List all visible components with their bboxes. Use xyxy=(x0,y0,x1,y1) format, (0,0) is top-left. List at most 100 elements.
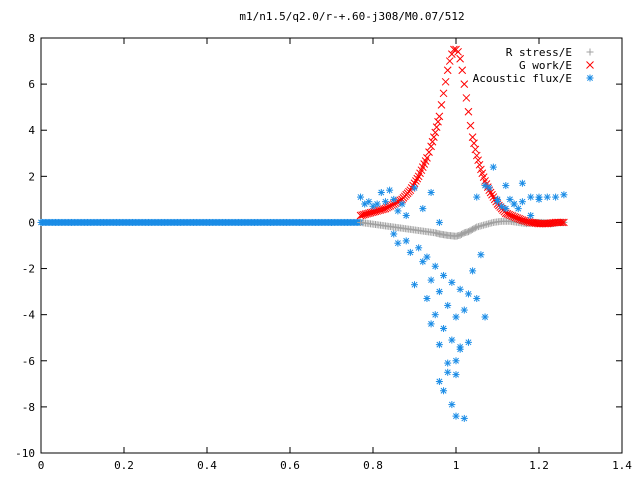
data-point xyxy=(464,338,472,346)
data-point xyxy=(481,182,489,190)
data-point xyxy=(411,184,418,192)
data-point xyxy=(431,128,440,137)
data-point xyxy=(510,200,518,208)
data-point xyxy=(471,224,479,232)
series-layer xyxy=(37,45,568,422)
data-point xyxy=(456,285,464,293)
data-point xyxy=(452,412,460,420)
data-point xyxy=(427,142,435,151)
data-point xyxy=(452,313,460,321)
x-tick-label: 0.6 xyxy=(280,459,300,472)
data-point xyxy=(435,288,443,296)
data-point xyxy=(386,186,394,194)
data-point xyxy=(456,54,465,63)
data-point xyxy=(498,202,506,210)
data-point xyxy=(445,57,454,65)
data-point xyxy=(469,267,477,275)
data-point xyxy=(560,218,568,227)
data-point xyxy=(502,205,510,213)
data-point xyxy=(448,401,456,409)
data-point xyxy=(471,145,480,154)
data-point xyxy=(464,107,473,116)
data-point xyxy=(543,193,551,201)
data-point xyxy=(456,343,464,351)
data-point xyxy=(444,368,452,376)
legend-label: G work/E xyxy=(519,59,572,72)
data-point xyxy=(357,193,365,201)
y-tick-label: 0 xyxy=(28,216,35,229)
data-point xyxy=(406,248,414,256)
data-point xyxy=(425,148,433,156)
data-point xyxy=(527,193,535,201)
data-point xyxy=(473,193,481,201)
data-point xyxy=(452,357,460,365)
data-point xyxy=(427,188,435,196)
legend-marker xyxy=(586,74,594,82)
data-point xyxy=(502,182,510,190)
data-point xyxy=(506,195,514,203)
legend-label: R stress/E xyxy=(506,46,572,59)
legend-label: Acoustic flux/E xyxy=(473,72,572,85)
data-point xyxy=(431,311,439,319)
series-2 xyxy=(357,163,568,422)
data-point xyxy=(435,378,443,386)
data-point xyxy=(412,177,420,185)
data-point xyxy=(377,188,385,196)
data-point xyxy=(423,154,431,162)
data-point xyxy=(474,156,482,165)
data-point xyxy=(475,160,484,169)
data-point xyxy=(556,218,565,227)
x-tick-label: 0 xyxy=(38,459,45,472)
data-point xyxy=(485,184,493,192)
data-point xyxy=(460,414,468,422)
data-point xyxy=(402,237,410,245)
y-tick-label: -8 xyxy=(22,401,35,414)
x-axis: 0 0.2 0.4 0.6 0.8 1 1.2 1.4 xyxy=(38,38,632,472)
data-point xyxy=(460,80,469,88)
y-axis: -10 -8 -6 -4 -2 0 2 4 6 8 xyxy=(15,32,622,460)
data-point xyxy=(470,139,478,148)
data-point xyxy=(450,45,458,54)
data-point xyxy=(444,301,452,309)
data-point xyxy=(466,121,475,130)
data-point xyxy=(440,325,448,332)
data-point xyxy=(423,295,431,303)
data-point xyxy=(435,341,443,349)
data-point xyxy=(464,290,472,298)
data-point xyxy=(552,193,560,201)
data-point xyxy=(477,251,485,259)
x-tick-label: 0.4 xyxy=(197,459,217,472)
data-point xyxy=(402,212,410,220)
data-point xyxy=(413,174,422,183)
y-tick-label: 4 xyxy=(28,124,35,137)
y-tick-label: 8 xyxy=(28,32,35,45)
data-point xyxy=(428,137,437,146)
data-point xyxy=(419,205,427,213)
data-point xyxy=(462,94,471,102)
data-point xyxy=(440,387,448,395)
data-point xyxy=(460,306,468,314)
data-point xyxy=(415,244,423,252)
data-point xyxy=(390,230,398,238)
data-point xyxy=(444,359,452,367)
data-point xyxy=(494,195,501,203)
y-tick-label: -10 xyxy=(15,447,35,460)
data-point xyxy=(452,371,460,379)
data-point xyxy=(390,195,398,203)
data-point xyxy=(514,205,522,213)
data-point xyxy=(437,101,446,109)
data-point xyxy=(432,123,441,132)
data-point xyxy=(454,47,462,56)
y-tick-label: -6 xyxy=(22,355,35,368)
data-point xyxy=(361,200,369,208)
x-tick-label: 0.8 xyxy=(363,459,383,472)
y-tick-label: 6 xyxy=(28,78,35,91)
y-tick-label: 2 xyxy=(28,170,35,183)
chart-title: m1/n1.5/q2.0/r-+.60-j308/M0.07/512 xyxy=(239,10,464,23)
data-point xyxy=(435,218,443,226)
data-point xyxy=(440,271,448,279)
x-tick-label: 1.2 xyxy=(529,459,549,472)
